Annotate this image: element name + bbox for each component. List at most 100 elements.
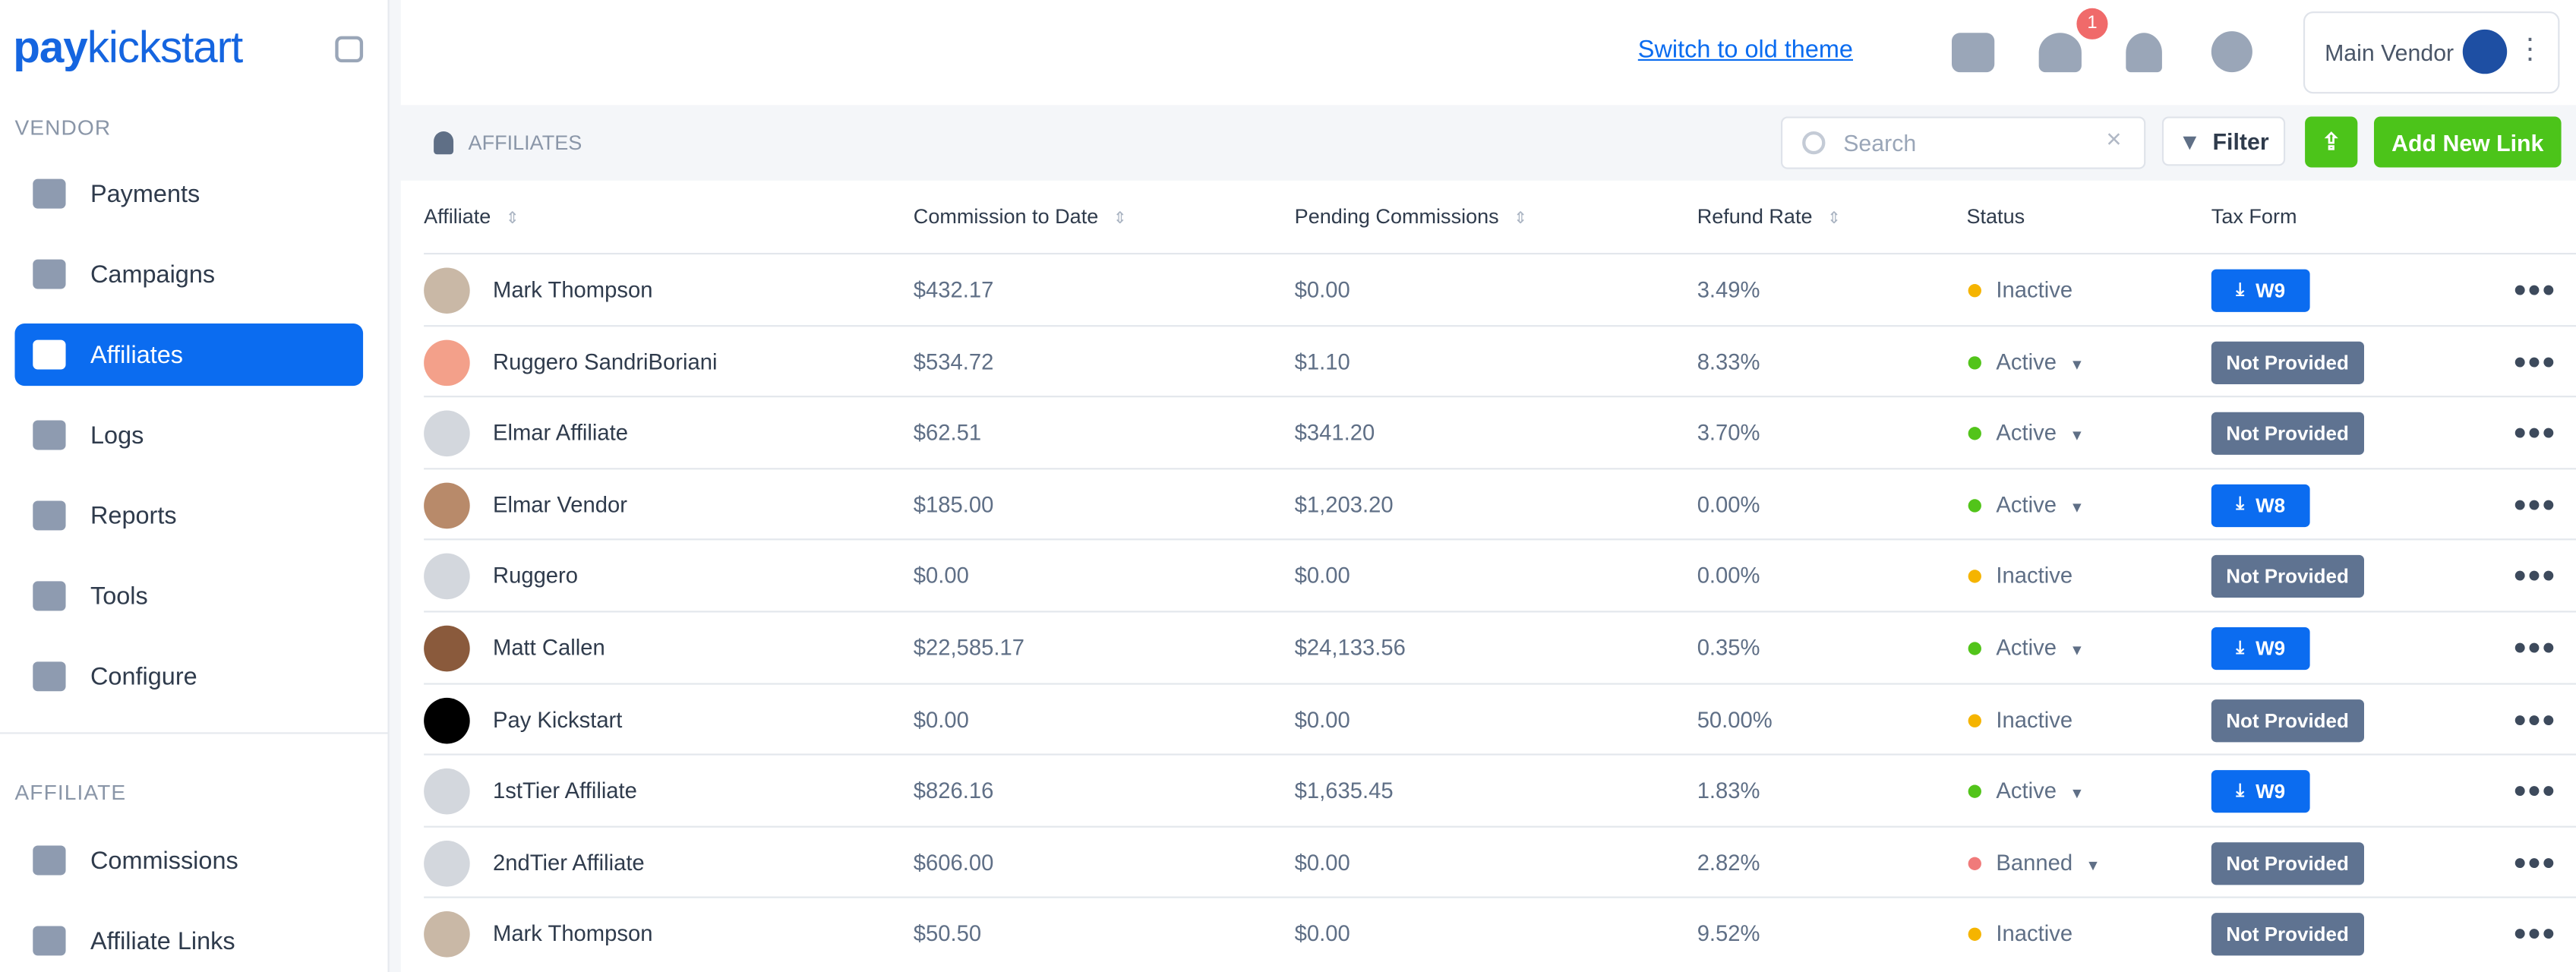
status[interactable]: Active ▼ — [1968, 756, 2085, 827]
status-dot — [1968, 784, 1981, 799]
tax-form-button[interactable]: Not Provided — [2211, 841, 2364, 885]
nav-item[interactable]: Affiliate Links — [14, 910, 363, 972]
export-button[interactable]: ⇪ — [2305, 116, 2358, 168]
row-menu[interactable]: ••• — [2513, 340, 2557, 382]
row-menu[interactable]: ••• — [2513, 626, 2557, 669]
tax-form-button[interactable]: Not Provided — [2211, 340, 2364, 384]
sort-icon[interactable]: ⇕ — [1514, 210, 1528, 229]
column-header[interactable]: Pending Commissions ⇕ — [1295, 205, 1528, 228]
user-icon[interactable] — [2038, 33, 2082, 73]
nav-label: Logs — [90, 421, 144, 450]
affiliate-name[interactable]: Pay Kickstart — [492, 707, 623, 732]
tax-form-button[interactable]: Not Provided — [2211, 412, 2364, 456]
affiliate-name[interactable]: 2ndTier Affiliate — [492, 850, 645, 876]
status[interactable]: Active ▼ — [1968, 326, 2085, 397]
search-box[interactable]: Search × — [1781, 116, 2146, 169]
row-menu[interactable]: ••• — [2513, 269, 2557, 311]
section-title: AFFILIATES — [468, 131, 582, 155]
refund-rate: 0.00% — [1697, 492, 1760, 517]
table-row: Pay Kickstart $0.00 $0.00 50.00% Inactive Not… — [424, 682, 2576, 756]
column-label: Affiliate — [424, 205, 491, 229]
row-menu[interactable]: ••• — [2513, 841, 2557, 883]
nav-item[interactable]: Reports — [14, 484, 363, 547]
row-menu[interactable]: ••• — [2513, 699, 2557, 740]
refund-rate: 0.00% — [1697, 563, 1760, 589]
tax-form-label: Not Provided — [2226, 851, 2349, 876]
logo[interactable]: paykickstart — [13, 23, 243, 74]
status-caret[interactable]: ▼ — [2069, 784, 2085, 802]
affiliate-name[interactable]: Matt Callen — [492, 635, 605, 661]
status-caret[interactable]: ▼ — [2069, 642, 2085, 659]
table-row: Mark Thompson $432.17 $0.00 3.49% Inactive ⤓ W… — [424, 252, 2576, 326]
filter-button[interactable]: ▼ Filter — [2161, 116, 2286, 166]
account-more[interactable]: · · · — [2524, 21, 2535, 74]
help-icon[interactable] — [2211, 31, 2252, 73]
tax-form-button[interactable]: Not Provided — [2211, 914, 2364, 957]
tax-form-button[interactable]: Not Provided — [2211, 699, 2364, 742]
status-caret[interactable]: ▼ — [2069, 355, 2085, 372]
nav-icon — [33, 339, 66, 370]
status[interactable]: Active ▼ — [1968, 613, 2085, 684]
status-caret[interactable]: ▼ — [2085, 857, 2101, 873]
switch-theme-link[interactable]: Switch to old theme — [1637, 36, 1853, 65]
row-menu[interactable]: ••• — [2513, 484, 2557, 525]
nav-item[interactable]: Tools — [14, 565, 363, 627]
account-menu[interactable]: Main Vendor · · · — [2303, 11, 2560, 94]
row-menu[interactable]: ••• — [2513, 412, 2557, 454]
tax-form-button[interactable]: ⤓ W9 — [2211, 269, 2310, 312]
table-row: 1stTier Affiliate $826.16 $1,635.45 1.83% Ac… — [424, 753, 2576, 827]
status-caret[interactable]: ▼ — [2069, 498, 2085, 516]
status[interactable]: Active ▼ — [1968, 469, 2085, 541]
status[interactable]: Active ▼ — [1968, 398, 2085, 469]
status-label: Active — [1996, 492, 2057, 517]
avatar — [424, 911, 470, 958]
refund-rate: 3.70% — [1697, 420, 1760, 446]
collapse-toggle[interactable] — [335, 36, 364, 63]
sort-icon[interactable]: ⇕ — [1826, 210, 1842, 229]
nav-item[interactable]: Campaigns — [14, 243, 363, 305]
commission: $50.50 — [913, 921, 982, 947]
nav-item[interactable]: Commissions — [14, 829, 363, 892]
search-clear[interactable]: × — [2106, 126, 2122, 155]
commission: $0.00 — [913, 707, 969, 732]
tax-form-label: W9 — [2256, 780, 2286, 803]
row-menu[interactable]: ••• — [2513, 914, 2557, 955]
tax-form-button[interactable]: ⤓ W9 — [2211, 626, 2310, 671]
affiliate-name[interactable]: Elmar Vendor — [492, 492, 627, 517]
store-icon[interactable] — [1952, 33, 1995, 73]
column-header[interactable]: Refund Rate ⇕ — [1697, 205, 1841, 228]
affiliate-name[interactable]: Mark Thompson — [492, 921, 653, 947]
affiliate-name[interactable]: Elmar Affiliate — [492, 420, 629, 446]
status-caret[interactable]: ▼ — [2069, 427, 2085, 444]
column-header[interactable]: Commission to Date ⇕ — [914, 205, 1127, 228]
row-menu[interactable]: ••• — [2513, 770, 2557, 812]
nav-label: Payments — [90, 179, 200, 208]
commission: $606.00 — [913, 850, 994, 876]
affiliate-name[interactable]: Ruggero SandriBoriani — [492, 349, 718, 374]
tax-form-button[interactable]: Not Provided — [2211, 555, 2364, 598]
nav-icon — [33, 500, 66, 531]
status: Inactive — [1968, 684, 2072, 756]
pending: $1,203.20 — [1294, 492, 1394, 517]
nav-item[interactable]: Configure — [14, 645, 363, 708]
status[interactable]: Banned ▼ — [1968, 827, 2101, 898]
nav-item[interactable]: Logs — [14, 404, 363, 466]
tax-form-button[interactable]: ⤓ W8 — [2211, 484, 2310, 527]
row-menu[interactable]: ••• — [2513, 555, 2557, 597]
bell-icon[interactable] — [2126, 33, 2162, 73]
nav-item[interactable]: Payments — [14, 163, 363, 225]
tax-form-button[interactable]: ⤓ W9 — [2211, 770, 2310, 813]
column-header[interactable]: Affiliate ⇕ — [424, 205, 519, 228]
status-label: Inactive — [1996, 563, 2073, 589]
status: Inactive — [1968, 254, 2072, 326]
nav-item[interactable]: Affiliates — [14, 323, 364, 387]
sort-icon[interactable]: ⇕ — [505, 210, 519, 229]
affiliate-name[interactable]: Mark Thompson — [492, 277, 653, 302]
tax-form-label: W8 — [2256, 494, 2286, 517]
add-link-button[interactable]: Add New Link — [2373, 116, 2562, 168]
affiliate-name[interactable]: 1stTier Affiliate — [492, 778, 637, 803]
affiliate-name[interactable]: Ruggero — [492, 563, 579, 589]
status-dot — [1968, 857, 1981, 870]
sort-icon[interactable]: ⇕ — [1113, 210, 1127, 229]
